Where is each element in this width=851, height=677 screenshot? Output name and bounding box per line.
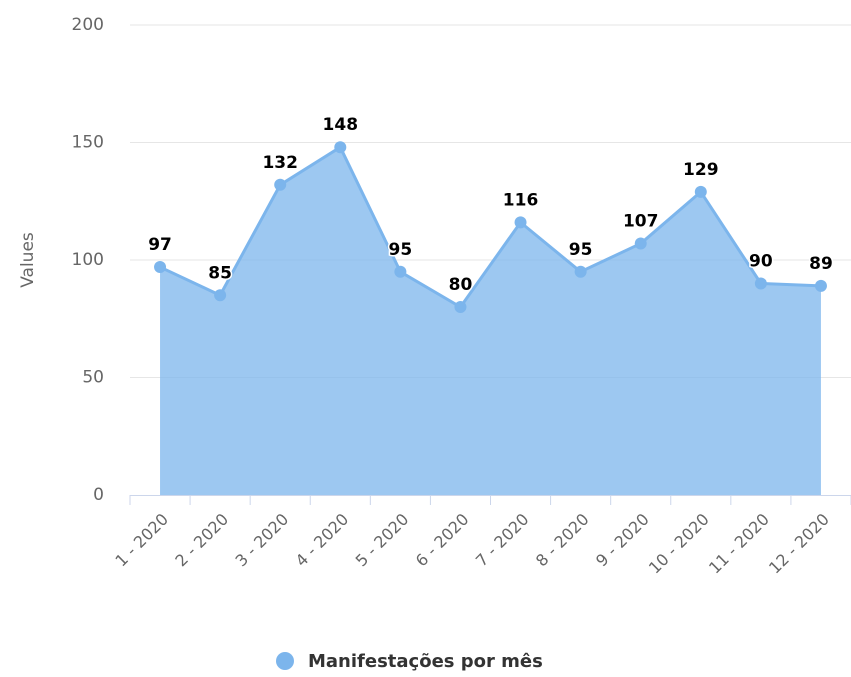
point — [574, 265, 587, 278]
data-label: 132 — [262, 153, 298, 173]
point — [694, 185, 707, 198]
x-tick-label: 6 - 2020 — [412, 510, 473, 571]
data-label: 95 — [569, 240, 593, 260]
y-tick-label: 200 — [72, 15, 104, 35]
area-line — [159, 145, 822, 309]
y-axis-title: Values — [18, 232, 38, 288]
point — [334, 141, 347, 154]
x-tick-label: 11 - 2020 — [705, 510, 773, 578]
point — [454, 301, 467, 313]
x-tick-label: 8 - 2020 — [532, 510, 593, 571]
x-tick-label: 12 - 2020 — [765, 510, 833, 578]
point — [634, 237, 647, 250]
data-label: 148 — [323, 115, 359, 135]
data-label: 90 — [749, 252, 773, 272]
x-tick-label: 3 - 2020 — [232, 510, 293, 571]
legend-label: Manifestações por mês — [308, 651, 543, 672]
legend-marker — [276, 652, 294, 670]
data-label: 95 — [389, 240, 413, 260]
data-label: 85 — [208, 263, 232, 283]
point — [274, 178, 287, 191]
x-tick-label: 2 - 2020 — [171, 510, 232, 571]
y-tick-label: 100 — [72, 250, 104, 270]
x-tick-label: 1 - 2020 — [111, 510, 172, 571]
point — [754, 277, 767, 290]
y-tick-label: 50 — [82, 368, 104, 388]
y-tick-label: 150 — [72, 133, 104, 153]
data-label: 129 — [683, 160, 719, 180]
data-label: 80 — [449, 275, 473, 295]
x-tick-label: 4 - 2020 — [292, 510, 353, 571]
data-label: 116 — [503, 190, 539, 210]
data-label: 107 — [623, 212, 659, 232]
point — [154, 261, 167, 274]
data-label: 89 — [809, 254, 833, 274]
x-tick-label: 9 - 2020 — [592, 510, 653, 571]
x-tick-label: 10 - 2020 — [645, 510, 713, 578]
point — [814, 279, 827, 292]
data-label: 97 — [148, 235, 172, 255]
x-tick-label: 7 - 2020 — [472, 510, 533, 571]
point — [214, 289, 227, 302]
point — [514, 216, 527, 229]
area-fill — [160, 147, 821, 495]
point — [394, 265, 407, 278]
y-tick-label: 0 — [93, 485, 104, 505]
x-tick-label: 5 - 2020 — [352, 510, 413, 571]
